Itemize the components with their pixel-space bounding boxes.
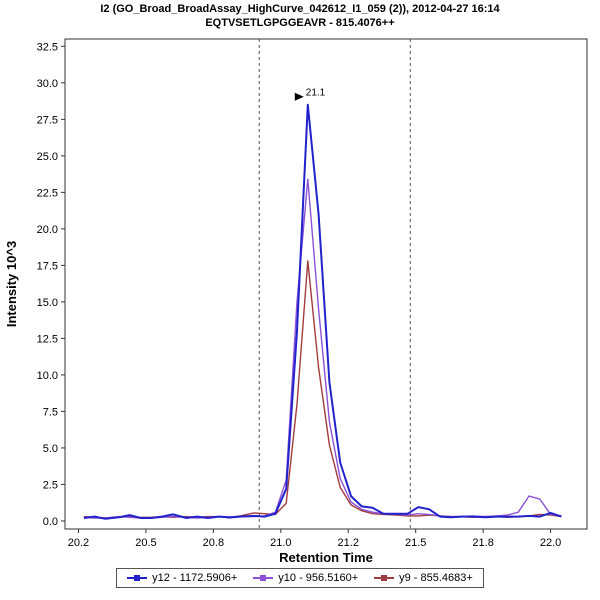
x-tick-label: 21.5	[405, 537, 426, 549]
series-line-y10[interactable]	[83, 177, 562, 519]
x-tick-label: 21.8	[472, 537, 493, 549]
y-tick-label: 32.5	[37, 41, 58, 53]
legend-wrap: y12 - 1172.5906+ y10 - 956.5160+ y9 - 85…	[0, 567, 600, 588]
series-line-y9[interactable]	[83, 259, 562, 519]
x-tick-label: 21.0	[270, 537, 291, 549]
x-tick-label: 20.8	[203, 537, 224, 549]
y-tick-label: 12.5	[37, 333, 58, 345]
x-tick-label: 21.2	[338, 537, 359, 549]
y-tick-label: 30.0	[37, 77, 58, 89]
x-axis-label: Retention Time	[279, 550, 373, 565]
y-tick-label: 27.5	[37, 114, 58, 126]
x-tick-label: 20.5	[135, 537, 156, 549]
y-tick-label: 0.0	[43, 515, 58, 527]
legend-swatch-y9	[374, 574, 395, 581]
y-tick-label: 5.0	[43, 442, 58, 454]
y-tick-label: 2.5	[43, 479, 58, 491]
legend-swatch-y12	[127, 574, 148, 581]
chromatogram-plot[interactable]: 20.2 20.5 20.8 21.0 21.2 21.5 21.8 22.0 0.0 2.5 5.…	[0, 31, 600, 566]
chart-title-block: I2 (GO_Broad_BroadAssay_HighCurve_042612…	[0, 0, 600, 31]
legend-label-y12: y12 - 1172.5906+	[152, 571, 238, 584]
plot-border	[64, 38, 588, 529]
legend-item-y12: y12 - 1172.5906+	[127, 572, 237, 584]
legend-label-y9: y9 - 855.4683+	[399, 571, 473, 584]
y-axis-label: Intensity 10^3	[4, 240, 19, 326]
chart-legend: y12 - 1172.5906+ y10 - 956.5160+ y9 - 85…	[116, 567, 484, 588]
peak-arrow-icon	[294, 92, 304, 101]
legend-label-y10: y10 - 956.5160+	[278, 571, 359, 584]
chart-title-line-2: EQTVSETLGPGGEAVR - 815.4076++	[205, 16, 395, 29]
y-tick-label: 25.0	[37, 150, 58, 162]
y-tick-label: 15.0	[37, 296, 58, 308]
legend-item-y9: y9 - 855.4683+	[374, 572, 473, 584]
y-tick-label: 10.0	[37, 369, 58, 381]
y-tick-label: 7.5	[43, 406, 58, 418]
x-tick-label: 22.0	[540, 537, 561, 549]
peak-rt-annotation[interactable]: 21.1	[306, 87, 326, 98]
chart-title-line-1: I2 (GO_Broad_BroadAssay_HighCurve_042612…	[100, 3, 500, 15]
legend-swatch-y10	[253, 574, 274, 581]
y-tick-label: 20.0	[37, 223, 58, 235]
legend-item-y10: y10 - 956.5160+	[253, 572, 358, 584]
series-line-y12[interactable]	[83, 103, 562, 520]
y-tick-label: 22.5	[37, 187, 58, 199]
y-tick-label: 17.5	[37, 260, 58, 272]
x-tick-label: 20.2	[68, 537, 89, 549]
